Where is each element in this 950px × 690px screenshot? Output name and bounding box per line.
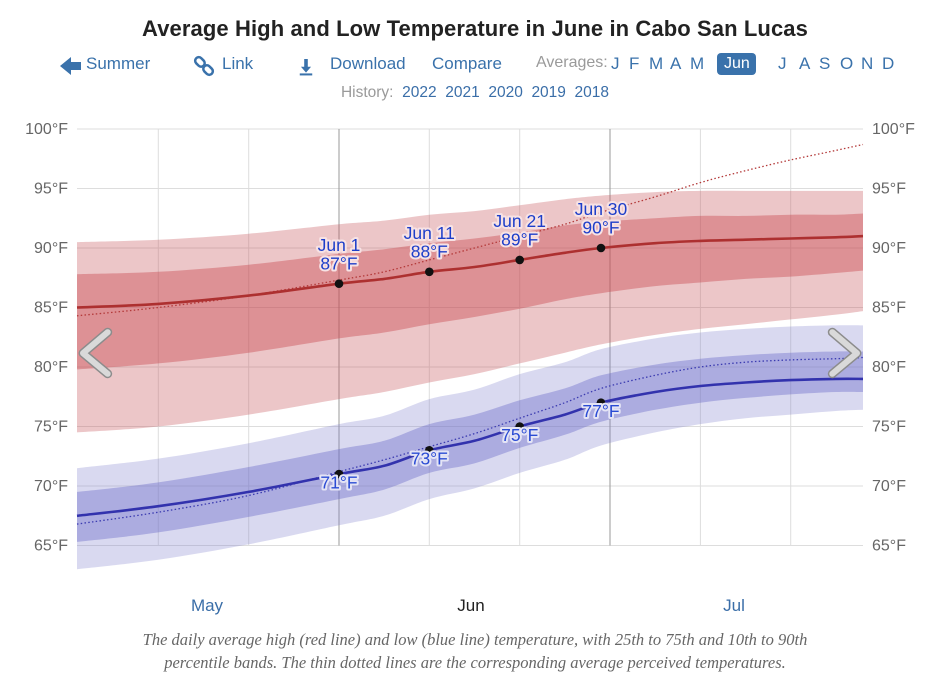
svg-text:75°F: 75°F bbox=[501, 425, 538, 445]
svg-text:100°F: 100°F bbox=[25, 121, 68, 138]
svg-text:Jun 30: Jun 30 bbox=[575, 199, 628, 219]
svg-text:70°F: 70°F bbox=[34, 478, 68, 495]
svg-text:75°F: 75°F bbox=[872, 419, 906, 436]
svg-text:77°F: 77°F bbox=[582, 401, 619, 421]
svg-text:Jun 11: Jun 11 bbox=[404, 223, 455, 243]
svg-text:95°F: 95°F bbox=[34, 181, 68, 198]
svg-text:95°F: 95°F bbox=[872, 181, 906, 198]
svg-text:65°F: 65°F bbox=[872, 538, 906, 555]
svg-text:100°F: 100°F bbox=[872, 121, 915, 138]
svg-text:Jun: Jun bbox=[457, 596, 484, 615]
svg-text:65°F: 65°F bbox=[34, 538, 68, 555]
svg-text:80°F: 80°F bbox=[872, 359, 906, 376]
svg-text:75°F: 75°F bbox=[34, 419, 68, 436]
svg-text:Jun 21: Jun 21 bbox=[493, 211, 546, 231]
svg-text:88°F: 88°F bbox=[411, 242, 448, 262]
svg-text:Jun 1: Jun 1 bbox=[318, 235, 361, 255]
svg-text:May: May bbox=[191, 596, 224, 615]
svg-text:71°F: 71°F bbox=[320, 472, 357, 492]
svg-text:90°F: 90°F bbox=[34, 240, 68, 257]
svg-text:80°F: 80°F bbox=[34, 359, 68, 376]
svg-text:Jul: Jul bbox=[723, 596, 745, 615]
svg-text:85°F: 85°F bbox=[872, 300, 906, 317]
svg-text:90°F: 90°F bbox=[582, 218, 619, 238]
svg-text:90°F: 90°F bbox=[872, 240, 906, 257]
svg-text:73°F: 73°F bbox=[411, 449, 448, 469]
svg-text:87°F: 87°F bbox=[320, 253, 357, 273]
svg-text:89°F: 89°F bbox=[501, 230, 538, 250]
svg-text:70°F: 70°F bbox=[872, 478, 906, 495]
svg-text:85°F: 85°F bbox=[34, 300, 68, 317]
svg-text:percentile bands. The thin dot: percentile bands. The thin dotted lines … bbox=[163, 653, 786, 672]
svg-text:The daily average high (red li: The daily average high (red line) and lo… bbox=[143, 630, 808, 649]
